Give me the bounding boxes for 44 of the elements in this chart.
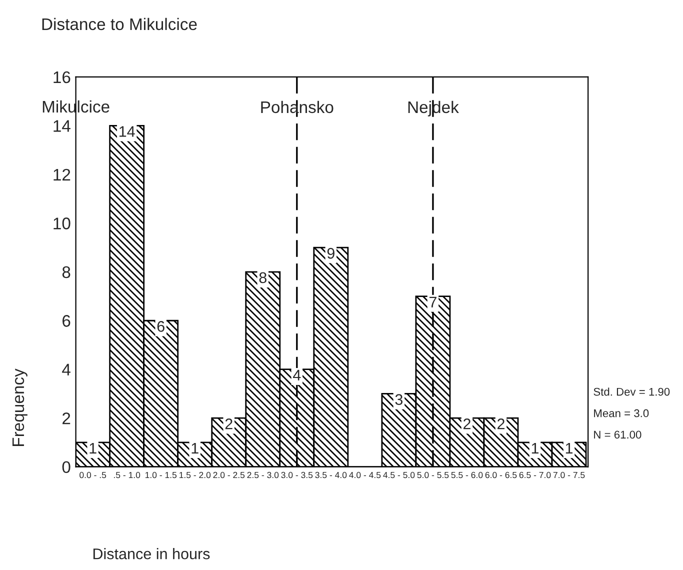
data-label: 2 bbox=[498, 418, 504, 430]
x-tick-label: 1.0 - 1.5 bbox=[145, 472, 177, 478]
x-tick-label: 3.0 - 3.5 bbox=[281, 472, 313, 478]
x-tick-label: 6.0 - 6.5 bbox=[485, 472, 517, 478]
x-tick-label: 0.0 - .5 bbox=[80, 472, 106, 478]
x-tick-label: 4.0 - 4.5 bbox=[349, 472, 381, 478]
data-label: 1 bbox=[90, 443, 96, 454]
data-label: 4 bbox=[293, 370, 301, 380]
data-label: 2 bbox=[463, 418, 470, 430]
y-axis-title: Frequency bbox=[12, 368, 28, 446]
x-tick-label: 6.5 - 7.0 bbox=[519, 472, 551, 478]
y-tick-label: 2 bbox=[62, 412, 70, 424]
x-tick-label: 3.5 - 4.0 bbox=[315, 472, 347, 478]
x-tick-label: 7.0 - 7.5 bbox=[553, 472, 585, 478]
data-label: 1 bbox=[532, 443, 539, 454]
chart-title: Distance to Mikulcice bbox=[42, 18, 197, 30]
y-tick-label: 12 bbox=[54, 168, 70, 180]
y-tick-label: 8 bbox=[62, 266, 70, 278]
data-label: 1 bbox=[192, 443, 198, 454]
x-tick-label: 5.0 - 5.5 bbox=[417, 472, 449, 478]
x-tick-label: 2.0 - 2.5 bbox=[213, 472, 245, 478]
y-tick-label: 4 bbox=[62, 364, 70, 376]
x-tick-label: 2.5 - 3.0 bbox=[247, 472, 279, 478]
x-tick-label: .5 - 1.0 bbox=[114, 472, 140, 478]
data-label: 6 bbox=[157, 321, 164, 332]
x-tick-label: 1.5 - 2.0 bbox=[179, 472, 211, 478]
y-tick-label: 6 bbox=[62, 315, 70, 327]
y-tick-label: 0 bbox=[62, 461, 70, 474]
x-tick-label: 4.5 - 5.0 bbox=[383, 472, 415, 478]
data-label: 2 bbox=[225, 418, 232, 430]
y-tick-label: 14 bbox=[54, 120, 70, 132]
data-label: 3 bbox=[395, 394, 403, 405]
y-tick-label: 16 bbox=[54, 71, 70, 84]
x-tick-label: 5.5 - 6.0 bbox=[451, 472, 483, 478]
text: Std. Dev = 1.90 bbox=[594, 388, 670, 396]
data-label: 8 bbox=[259, 272, 266, 284]
data-label: 1 bbox=[566, 443, 573, 454]
y-tick-label: 10 bbox=[54, 218, 70, 230]
text: Mean = 3.0 bbox=[594, 409, 649, 418]
data-label: 9 bbox=[327, 248, 334, 259]
data-label: 7 bbox=[429, 296, 436, 308]
x-axis-title: Distance in hours bbox=[93, 548, 210, 560]
data-label: 14 bbox=[120, 126, 135, 137]
text: N = 61.00 bbox=[594, 430, 642, 439]
